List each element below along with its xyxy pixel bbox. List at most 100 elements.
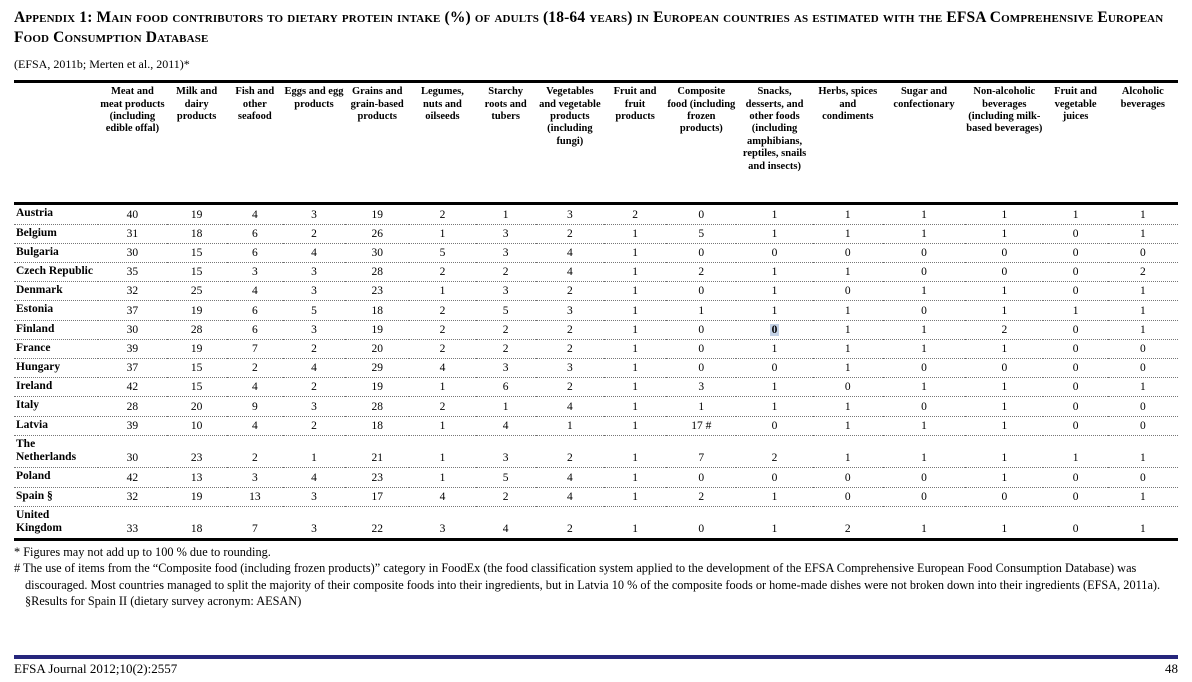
table-row: Bulgaria 30 15 6 4 30 5 3 4 1 0 0 0 0 0 0 0: [14, 243, 1178, 263]
value-cell: 19: [166, 203, 227, 225]
value-cell: 1: [965, 435, 1044, 469]
value-cell: 1: [603, 377, 667, 398]
column-header: Vegetables and vegetable products (inclu…: [535, 81, 604, 206]
value-cell: 3: [439, 523, 446, 536]
value-cell: 0: [1107, 416, 1178, 436]
value-cell: 1: [603, 224, 667, 244]
value-cell: 6: [475, 377, 536, 398]
value-cell: 0: [812, 467, 883, 488]
value-cell: 1: [965, 467, 1044, 488]
value-cell: 6: [226, 320, 283, 340]
column-header: Fruit and vegetable juices: [1043, 81, 1108, 206]
value-cell: 0: [812, 281, 883, 302]
value-cell: 1: [1107, 377, 1178, 398]
value-cell: 4: [502, 523, 509, 536]
value-cell: 1: [603, 467, 667, 488]
country-cell: Austria: [14, 203, 99, 225]
table-body: Austria 40 19 4 3 19 2 1 3 2 0 1 1 1 1 1 1 Belgium 31 18 6 2 2…: [14, 203, 1178, 540]
value-cell: 1: [603, 243, 667, 263]
value-cell: 7: [666, 435, 737, 469]
value-cell: 1: [1107, 320, 1178, 340]
value-cell: 1: [1043, 435, 1108, 469]
value-cell: 19: [166, 487, 227, 507]
value-cell: 5: [409, 243, 476, 263]
table-row: United Kingdom 33 18 7 3 22 3 4 2 1 0 1 2 1 1 0 1: [14, 506, 1178, 539]
value-cell: 1: [1107, 487, 1178, 507]
value-cell: 0: [882, 300, 966, 321]
country-cell: Latvia: [14, 416, 99, 436]
value-cell: 26: [345, 224, 410, 244]
value-cell: 0: [1043, 224, 1108, 244]
table-row: Ireland 42 15 4 2 19 1 6 2 1 3 1 0 1 1 0 1: [14, 377, 1178, 398]
value-cell: 0: [812, 377, 883, 398]
value-cell: 1: [1139, 523, 1146, 536]
value-cell: 2: [226, 435, 283, 469]
value-cell: 7: [226, 339, 283, 360]
country-cell: Denmark: [14, 281, 99, 302]
country-cell: United Kingdom: [16, 508, 63, 534]
value-cell: 15: [166, 243, 227, 263]
value-cell: 0: [1043, 487, 1108, 507]
value-cell: 25: [166, 281, 227, 302]
value-cell: 1: [475, 203, 536, 225]
table-row: Spain § 32 19 13 3 17 4 2 4 1 2 1 0 0 0 0 1: [14, 487, 1178, 507]
value-cell: 3: [282, 396, 346, 417]
value-cell: 0: [1043, 396, 1108, 417]
value-cell: 2: [282, 339, 346, 360]
country-cell: Estonia: [14, 300, 99, 321]
value-cell: 1: [603, 396, 667, 417]
value-cell: 1: [603, 300, 667, 321]
value-cell: 4: [409, 487, 476, 507]
journal-reference: EFSA Journal 2012;10(2):2557: [14, 661, 178, 676]
value-cell: 5: [475, 300, 536, 321]
value-cell: 2: [535, 281, 604, 302]
value-cell: 7: [251, 523, 258, 536]
value-cell: 1: [409, 435, 476, 469]
value-cell: 0: [666, 203, 737, 225]
value-cell: 1: [535, 416, 604, 436]
value-cell: 1: [409, 377, 476, 398]
column-header: Herbs, spices and condiments: [812, 81, 883, 206]
value-cell: 17: [345, 487, 410, 507]
column-header: Fish and other seafood: [226, 81, 283, 206]
value-cell: 0: [882, 467, 966, 488]
column-header: Starchy roots and tubers: [475, 81, 536, 206]
value-cell: 0: [698, 523, 705, 536]
value-cell: 0: [1043, 358, 1108, 379]
page-number: 48: [1165, 661, 1178, 676]
value-cell: 2: [566, 523, 573, 536]
value-cell: 4: [226, 203, 283, 225]
value-cell: 29: [345, 358, 410, 379]
value-cell: 5: [282, 300, 346, 321]
value-cell: 1: [603, 262, 667, 283]
table-row: Belgium 31 18 6 2 26 1 3 2 1 5 1 1 1 1 0 1: [14, 224, 1178, 244]
value-cell: 35: [98, 262, 167, 283]
value-cell: 2: [409, 396, 476, 417]
value-cell: 1: [736, 262, 813, 283]
value-cell: 0: [812, 487, 883, 507]
value-cell: 0: [666, 281, 737, 302]
value-cell: 2: [535, 339, 604, 360]
value-cell: 0: [882, 487, 966, 507]
value-cell: 3: [475, 358, 536, 379]
value-cell: 1: [812, 435, 883, 469]
value-cell: 1: [812, 339, 883, 360]
value-cell: 18: [345, 416, 410, 436]
value-cell: 1: [965, 416, 1044, 436]
value-cell: 40: [98, 203, 167, 225]
country-cell: Belgium: [14, 224, 99, 244]
column-header: Milk and dairy products: [166, 81, 227, 206]
value-cell: 1: [965, 377, 1044, 398]
value-cell: 5: [666, 224, 737, 244]
value-cell: 33: [126, 523, 139, 536]
value-cell: 18: [166, 224, 227, 244]
value-cell: 37: [98, 358, 167, 379]
column-header: Non-alcoholic beverages (including milk-…: [965, 81, 1044, 206]
value-cell: 2: [409, 300, 476, 321]
value-cell: 42: [98, 377, 167, 398]
value-cell: 31: [98, 224, 167, 244]
value-cell: 2: [535, 435, 604, 469]
value-cell: 0: [965, 243, 1044, 263]
value-cell: 23: [345, 467, 410, 488]
value-cell: 19: [166, 339, 227, 360]
